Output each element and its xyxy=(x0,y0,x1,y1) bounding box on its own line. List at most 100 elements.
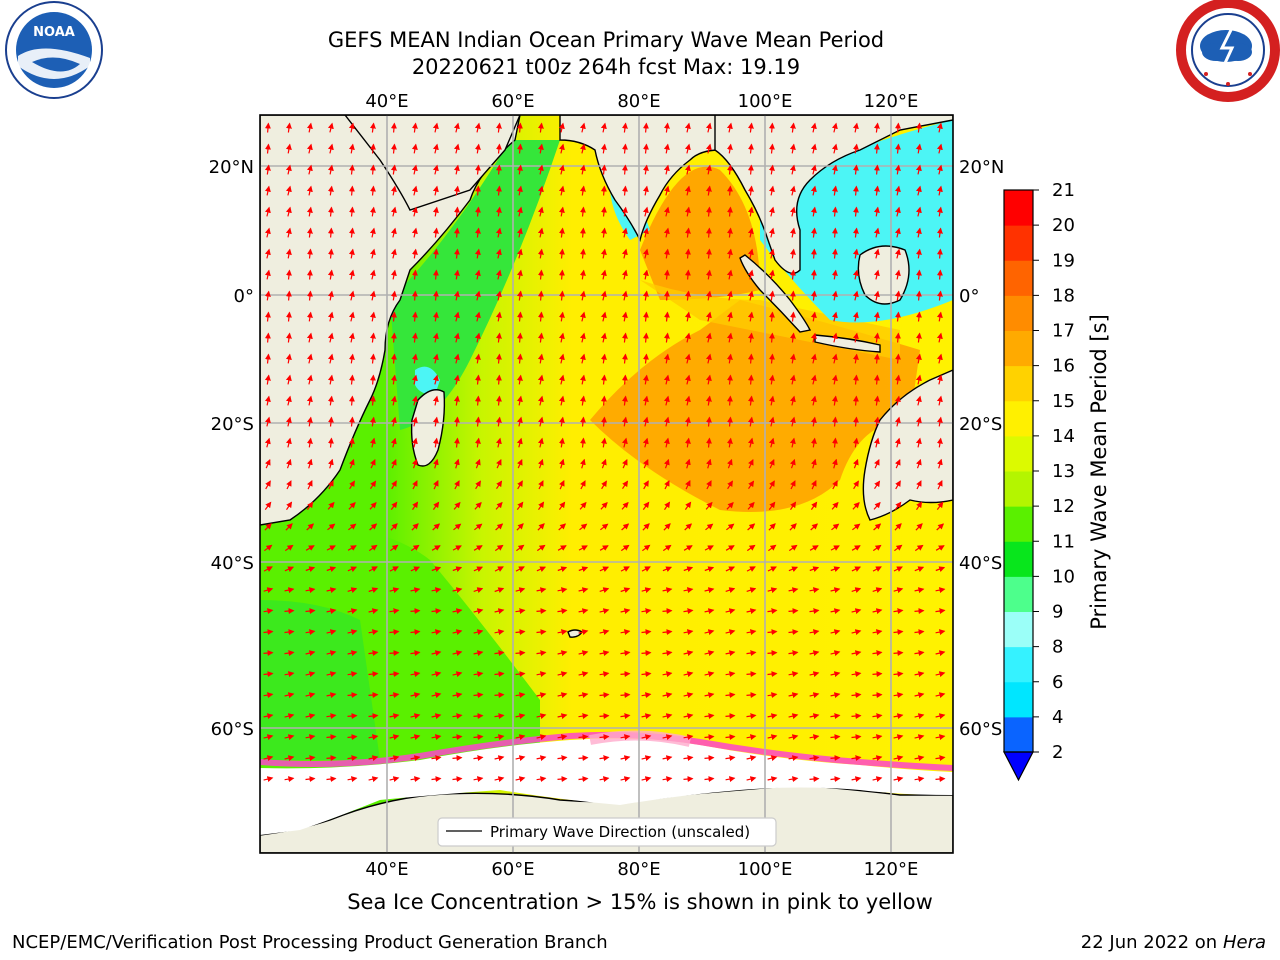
wave-arrow xyxy=(558,248,565,259)
wave-arrow xyxy=(431,734,442,741)
wave-arrow xyxy=(663,122,670,133)
wave-arrow xyxy=(326,545,336,551)
wave-arrow xyxy=(579,458,586,469)
wave-arrow xyxy=(705,185,712,196)
wave-arrow xyxy=(431,671,442,678)
wave-arrow xyxy=(810,206,817,217)
wave-arrow xyxy=(411,311,418,322)
wave-arrow xyxy=(285,269,292,280)
wave-arrow xyxy=(305,671,316,678)
wave-arrow xyxy=(620,544,630,552)
wave-arrow xyxy=(662,692,673,699)
wave-arrow xyxy=(306,269,313,280)
wave-arrow xyxy=(683,671,694,678)
wave-arrow xyxy=(326,566,337,573)
wave-arrow xyxy=(746,713,757,720)
wave-arrow xyxy=(515,713,526,720)
wave-arrow xyxy=(684,269,691,280)
wave-arrow xyxy=(264,544,273,552)
wave-arrow xyxy=(306,416,313,427)
wave-arrow xyxy=(915,353,922,364)
wave-arrow xyxy=(810,248,817,259)
wave-arrow xyxy=(474,269,481,280)
wave-arrow xyxy=(558,437,565,448)
wave-arrow xyxy=(704,545,714,551)
lat-label: 20°N xyxy=(209,157,254,178)
wave-arrow xyxy=(641,692,652,699)
wave-arrow xyxy=(810,374,817,385)
wave-arrow xyxy=(663,269,670,280)
wave-arrow xyxy=(726,374,733,385)
wave-arrow xyxy=(851,755,862,762)
wave-arrow xyxy=(663,248,670,259)
wave-arrow xyxy=(285,122,292,133)
wave-arrow xyxy=(788,544,798,552)
wave-arrow xyxy=(264,437,271,448)
wave-arrow xyxy=(705,416,712,427)
wave-arrow xyxy=(915,416,922,427)
lon-label: 80°E xyxy=(617,91,660,112)
wave-arrow xyxy=(831,164,838,175)
colorbar-tick-label: 16 xyxy=(1052,356,1075,377)
wave-arrow xyxy=(368,692,379,699)
wave-arrow xyxy=(264,416,271,427)
wave-arrow xyxy=(788,629,799,636)
land-australia xyxy=(862,369,953,521)
wave-arrow xyxy=(432,437,439,448)
wave-arrow xyxy=(347,545,357,551)
wave-arrow xyxy=(621,501,629,510)
colorbar-swatch xyxy=(1004,190,1033,226)
wave-arrow xyxy=(641,608,652,615)
wave-arrow xyxy=(830,776,841,783)
wave-arrow xyxy=(684,311,691,322)
wave-arrow xyxy=(830,650,841,657)
wave-arrow xyxy=(726,332,733,343)
wave-arrow xyxy=(852,248,859,259)
wave-arrow xyxy=(453,311,460,322)
wave-arrow xyxy=(683,650,694,657)
wave-arrow xyxy=(830,713,841,720)
wave-arrow xyxy=(473,587,484,594)
wave-arrow xyxy=(264,185,271,196)
wave-arrow xyxy=(704,671,715,678)
wave-arrow xyxy=(347,755,358,762)
wave-arrow xyxy=(810,269,817,280)
wave-arrow xyxy=(789,290,796,301)
wave-arrow xyxy=(851,587,862,594)
wave-arrow xyxy=(599,671,610,678)
wave-arrow xyxy=(641,734,652,741)
wave-arrow xyxy=(684,332,691,343)
wave-arrow xyxy=(705,227,712,238)
wave-arrow xyxy=(473,650,484,657)
wave-arrow xyxy=(663,437,670,448)
wave-arrow xyxy=(704,734,715,741)
wave-arrow xyxy=(788,692,799,699)
wave-arrow xyxy=(830,734,841,741)
wave-arrow xyxy=(578,608,589,615)
wave-arrow xyxy=(515,671,526,678)
wave-arrow xyxy=(600,374,607,385)
wave-arrow xyxy=(432,290,439,301)
wave-arrow xyxy=(411,437,418,448)
wave-arrow xyxy=(349,458,355,469)
wave-arrow xyxy=(580,480,586,490)
wave-arrow xyxy=(768,227,775,238)
wave-arrow xyxy=(705,437,712,448)
wave-arrow xyxy=(620,713,631,720)
wave-arrow xyxy=(347,566,358,572)
colorbar-swatch xyxy=(1004,365,1033,402)
wave-arrow xyxy=(390,374,397,385)
wave-arrow xyxy=(411,395,418,406)
wave-arrow xyxy=(306,458,313,469)
wave-arrow xyxy=(831,332,838,343)
wave-arrow xyxy=(767,671,778,678)
wave-arrow xyxy=(936,353,943,364)
wave-arrow xyxy=(494,671,505,678)
wave-arrow xyxy=(285,290,292,301)
wave-arrow xyxy=(811,479,817,490)
wave-arrow xyxy=(936,374,943,385)
wave-arrow xyxy=(767,734,778,741)
wave-arrow xyxy=(663,353,670,364)
wave-arrow xyxy=(390,122,397,133)
wave-arrow xyxy=(327,458,334,469)
